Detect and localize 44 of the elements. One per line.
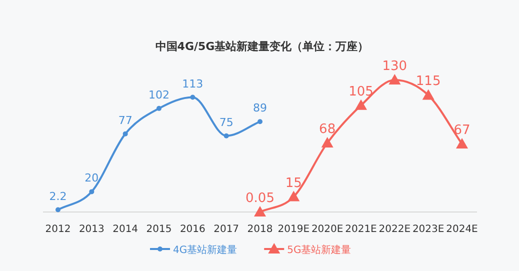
x-tick-label: 2014 — [112, 224, 138, 235]
data-label: 0.05 — [246, 190, 274, 206]
x-tick-label: 2015 — [146, 224, 172, 235]
point — [422, 89, 434, 100]
point — [254, 206, 266, 216]
data-label: 105 — [348, 84, 374, 100]
x-tick-label: 2019E — [278, 224, 310, 235]
data-label: 75 — [219, 116, 234, 129]
chart-title: 中国4G/5G基站新建量变化（单位：万座） — [155, 40, 369, 53]
x-tick-label: 2018 — [247, 224, 273, 235]
data-label: 20 — [84, 172, 99, 185]
point — [56, 207, 60, 212]
legend-label: 4G基站新建量 — [173, 244, 238, 256]
point — [190, 94, 196, 100]
x-tick-label: 2012 — [45, 224, 71, 235]
x-tick-label: 2020E — [311, 224, 344, 235]
point — [388, 74, 401, 84]
point — [288, 190, 300, 202]
point — [321, 136, 334, 148]
point — [355, 99, 367, 110]
data-label: 67 — [454, 122, 470, 138]
point — [224, 133, 229, 138]
point — [156, 106, 162, 111]
legend-label: 5G基站新建量 — [287, 244, 352, 256]
point — [456, 138, 468, 148]
x-tick-label: 2023E — [412, 224, 444, 235]
data-label: 89 — [253, 102, 267, 115]
data-label: 130 — [382, 59, 408, 74]
x-tick-label: 2013 — [78, 224, 104, 235]
x-tick-label: 2017 — [214, 224, 240, 235]
x-tick-label: 2016 — [180, 224, 206, 235]
data-label: 115 — [416, 74, 441, 90]
data-label: 77 — [118, 114, 132, 127]
point — [89, 189, 94, 194]
data-label: 113 — [182, 77, 204, 90]
data-label: 102 — [148, 88, 170, 102]
x-tick-label: 2021E — [345, 224, 377, 235]
data-label: 15 — [285, 176, 302, 191]
data-label: 68 — [319, 122, 336, 137]
point — [258, 119, 262, 124]
x-tick-label: 2024E — [446, 224, 478, 235]
point — [122, 131, 128, 136]
data-label: 2.2 — [49, 190, 67, 203]
x-tick-label: 2022E — [378, 224, 411, 235]
